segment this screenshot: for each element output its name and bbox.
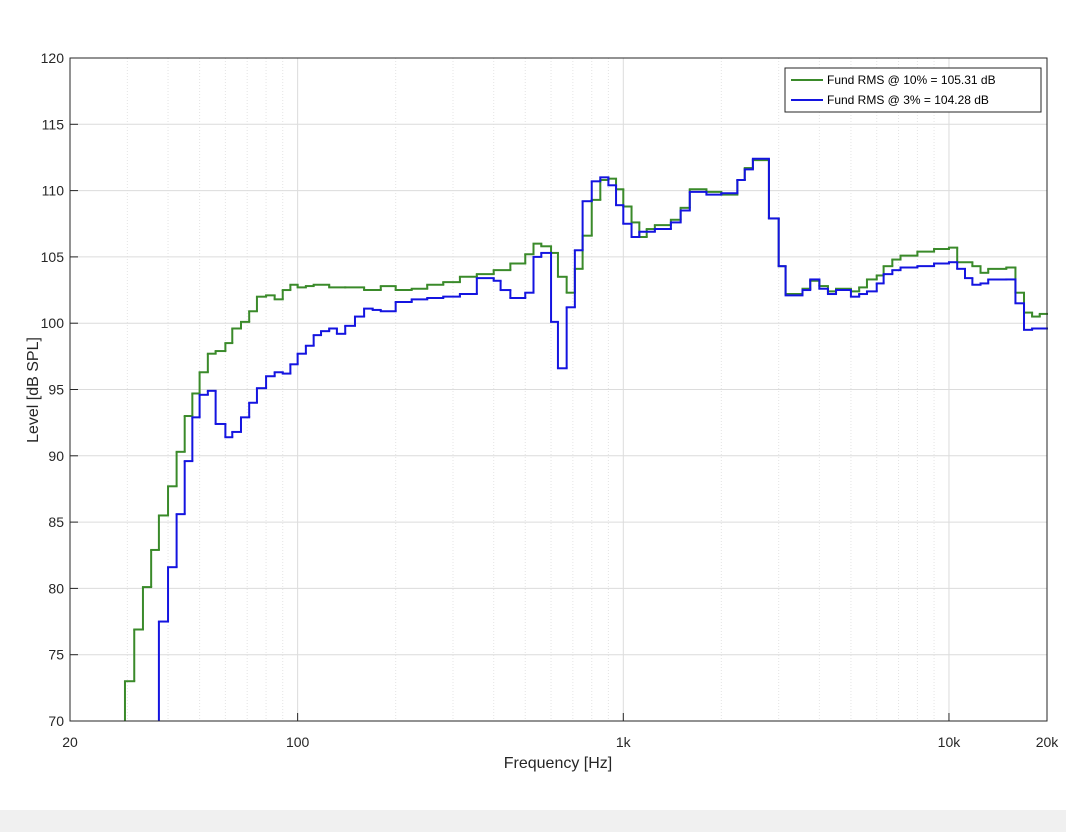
y-tick-label: 85 bbox=[48, 514, 64, 530]
y-tick-label: 110 bbox=[42, 183, 65, 199]
x-tick-label: 10k bbox=[938, 734, 962, 750]
series-lines bbox=[123, 157, 1048, 721]
legend-label: Fund RMS @ 10% = 105.31 dB bbox=[827, 73, 996, 87]
x-tick-label: 20k bbox=[1036, 734, 1060, 750]
footer-band bbox=[0, 810, 1066, 832]
step-riser bbox=[157, 158, 1034, 721]
x-tick-label: 100 bbox=[286, 734, 310, 750]
y-tick-label: 90 bbox=[48, 448, 64, 464]
legend-label: Fund RMS @ 3% = 104.28 dB bbox=[827, 93, 989, 107]
x-tick-label: 1k bbox=[616, 734, 632, 750]
y-axis-label: Level [dB SPL] bbox=[25, 337, 42, 443]
y-tick-label: 120 bbox=[41, 50, 65, 66]
x-tick-label: 20 bbox=[62, 734, 78, 750]
legend: Fund RMS @ 10% = 105.31 dB Fund RMS @ 3% … bbox=[784, 67, 1042, 113]
ticks: 20 100 1k 10k 20k 70 75 80 85 90 95 100 105 110 115 120 bbox=[41, 50, 1060, 750]
x-axis-label: Frequency [Hz] bbox=[504, 755, 612, 772]
legend-box bbox=[784, 67, 1042, 113]
y-tick-label: 105 bbox=[41, 249, 65, 265]
y-tick-label: 75 bbox=[48, 647, 64, 663]
y-tick-label: 80 bbox=[48, 580, 64, 596]
y-tick-label: 115 bbox=[42, 116, 65, 132]
y-tick-label: 95 bbox=[48, 382, 64, 398]
y-tick-label: 70 bbox=[48, 713, 64, 729]
y-tick-label: 100 bbox=[41, 315, 65, 331]
